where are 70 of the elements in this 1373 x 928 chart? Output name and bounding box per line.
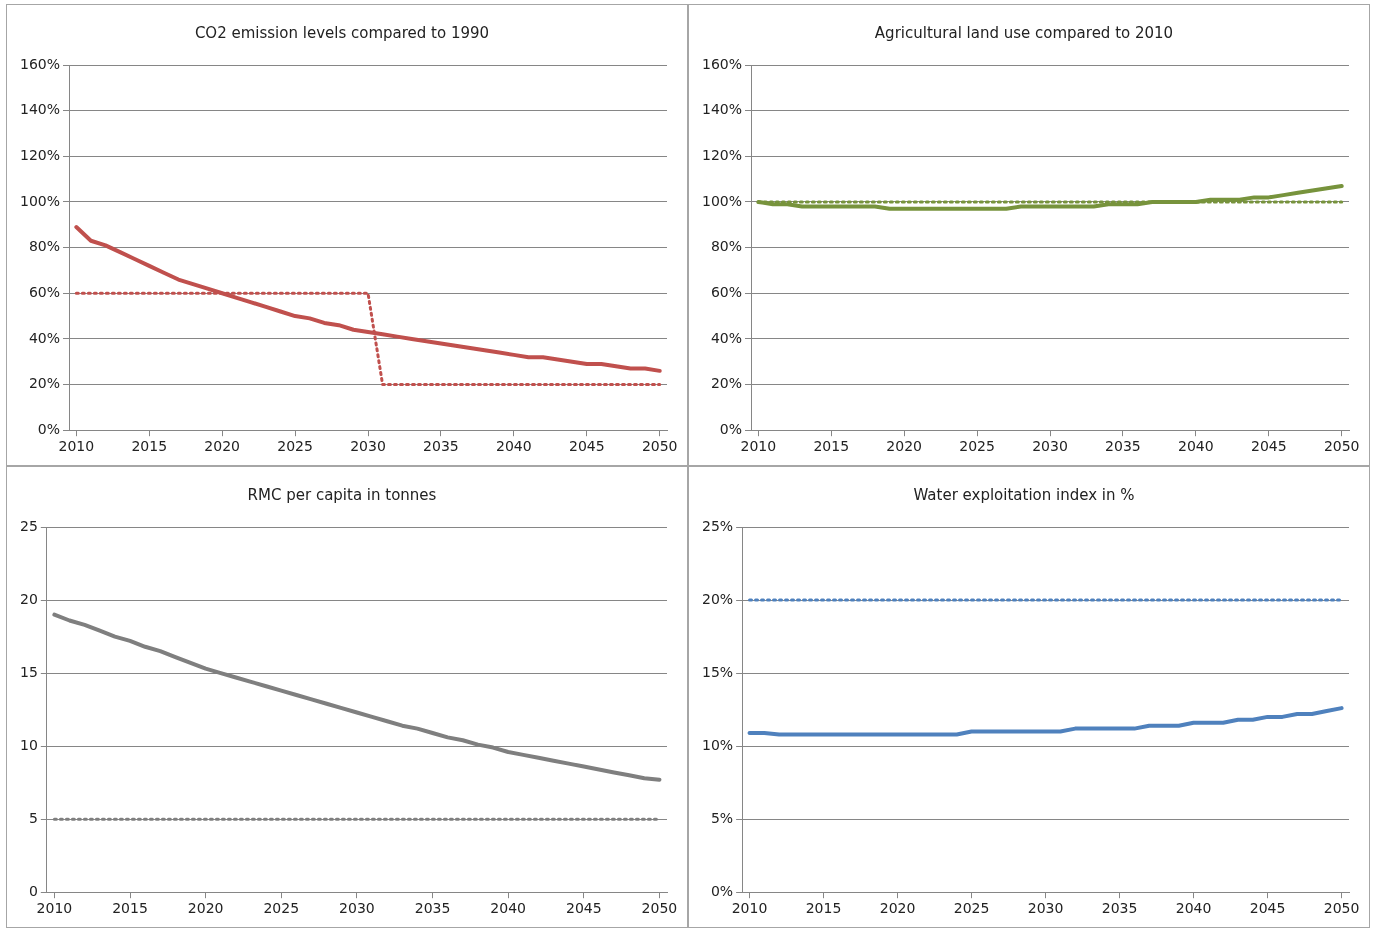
x-tick-label: 2015 [805, 900, 842, 917]
y-tick-label: 100% [701, 192, 743, 209]
y-tick-label: 5 [28, 809, 38, 826]
chart-title: Agricultural land use compared to 2010 [874, 23, 1174, 42]
y-tick-label: 0% [710, 882, 734, 899]
y-tick-label: 60% [710, 283, 743, 300]
y-tick-label: 10 [19, 736, 38, 753]
x-tick-label: 2020 [879, 900, 916, 917]
y-tick-label: 120% [701, 146, 743, 163]
x-tick-label: 2035 [1105, 438, 1141, 455]
x-tick-label: 2045 [565, 900, 602, 917]
y-tick-label: 80% [710, 238, 743, 255]
y-tick-label: 20% [701, 590, 734, 607]
chart-title: Water exploitation index in % [913, 485, 1135, 504]
x-tick-label: 2040 [1178, 438, 1214, 455]
x-tick-label: 2040 [490, 900, 526, 917]
x-tick-label: 2035 [414, 900, 451, 917]
y-tick-label: 10% [701, 736, 734, 753]
y-tick-label: 0% [37, 420, 61, 437]
y-tick-label: 140% [701, 101, 743, 118]
chart-title: RMC per capita in tonnes [247, 485, 437, 504]
y-tick-label: 15% [701, 663, 734, 680]
x-tick-label: 2035 [423, 438, 459, 455]
y-tick-label: 80% [28, 238, 61, 255]
y-tick-label: 25 [19, 517, 38, 534]
y-tick-label: 120% [19, 146, 61, 163]
x-tick-label: 2050 [641, 900, 678, 917]
y-tick-label: 60% [28, 283, 61, 300]
y-tick-label: 140% [19, 101, 61, 118]
x-tick-label: 2020 [187, 900, 224, 917]
x-tick-label: 2025 [263, 900, 300, 917]
y-tick-label: 160% [19, 55, 61, 72]
x-tick-label: 2045 [1249, 900, 1286, 917]
x-tick-label: 2050 [1323, 438, 1360, 455]
y-tick-label: 160% [701, 55, 743, 72]
y-tick-label: 0% [719, 420, 743, 437]
x-tick-label: 2045 [568, 438, 605, 455]
y-tick-label: 40% [710, 329, 743, 346]
x-tick-label: 2040 [1175, 900, 1212, 917]
y-tick-label: 20% [28, 375, 61, 392]
x-tick-label: 2030 [1032, 438, 1068, 455]
y-tick-label: 0 [28, 882, 38, 899]
y-tick-label: 40% [28, 329, 61, 346]
y-tick-label: 100% [19, 192, 61, 209]
y-tick-label: 20 [19, 590, 38, 607]
x-tick-label: 2025 [953, 900, 990, 917]
x-tick-label: 2035 [1101, 900, 1138, 917]
chart-title: CO2 emission levels compared to 1990 [194, 23, 490, 42]
x-tick-label: 2030 [350, 438, 386, 455]
x-tick-label: 2020 [886, 438, 922, 455]
x-tick-label: 2010 [740, 438, 777, 455]
x-tick-label: 2040 [496, 438, 532, 455]
x-tick-label: 2015 [813, 438, 850, 455]
x-tick-label: 2010 [58, 438, 95, 455]
y-tick-label: 15 [19, 663, 38, 680]
x-tick-label: 2030 [1027, 900, 1064, 917]
x-tick-label: 2020 [204, 438, 240, 455]
x-tick-label: 2010 [36, 900, 73, 917]
y-tick-label: 20% [710, 375, 743, 392]
x-tick-label: 2030 [339, 900, 375, 917]
y-tick-label: 25% [701, 517, 734, 534]
x-tick-label: 2050 [1323, 900, 1360, 917]
x-tick-label: 2045 [1250, 438, 1287, 455]
x-tick-label: 2010 [731, 900, 768, 917]
x-tick-label: 2025 [277, 438, 313, 455]
x-tick-label: 2050 [641, 438, 678, 455]
y-tick-label: 5% [710, 809, 734, 826]
x-tick-label: 2015 [131, 438, 168, 455]
x-tick-label: 2015 [112, 900, 148, 917]
x-tick-label: 2025 [959, 438, 995, 455]
